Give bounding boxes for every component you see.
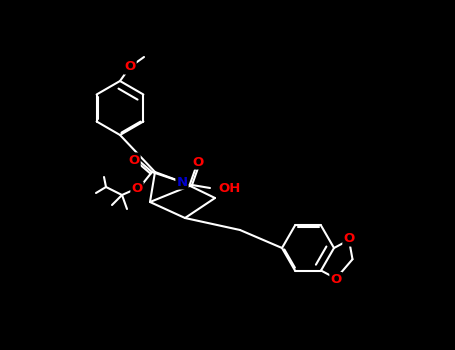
Text: N: N <box>177 175 187 189</box>
Text: O: O <box>124 61 136 74</box>
Text: O: O <box>192 155 204 168</box>
Text: O: O <box>131 182 142 196</box>
Text: OH: OH <box>218 182 240 195</box>
Text: O: O <box>128 154 140 167</box>
Text: O: O <box>344 232 354 245</box>
Text: O: O <box>330 273 342 286</box>
